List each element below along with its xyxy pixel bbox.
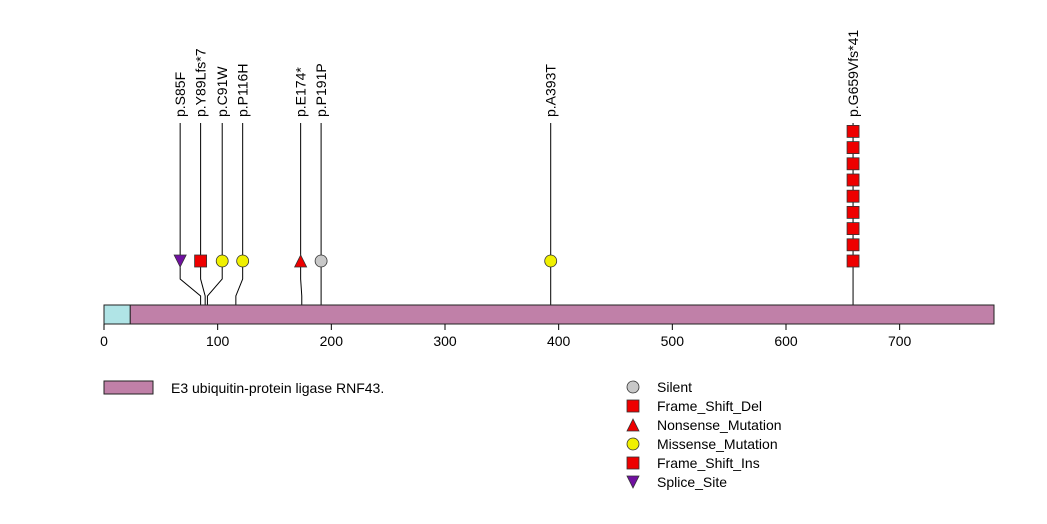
mutation-marker bbox=[846, 173, 860, 187]
legend-label: Missense_Mutation bbox=[657, 436, 778, 452]
mutation-label: p.Y89Lfs*7 bbox=[193, 48, 209, 117]
mutation-marker bbox=[846, 205, 860, 219]
mutation-marker bbox=[194, 254, 208, 268]
mutation-marker bbox=[846, 222, 860, 236]
mutation-stem bbox=[235, 123, 244, 305]
mutation-label: p.E174* bbox=[293, 67, 309, 117]
mutation-stem bbox=[200, 123, 206, 305]
legend-label: Nonsense_Mutation bbox=[657, 417, 782, 433]
mutation-marker bbox=[173, 254, 187, 268]
mutation-label: p.G659Vfs*41 bbox=[845, 30, 861, 117]
legend-marker bbox=[626, 418, 640, 432]
mutation-stem bbox=[179, 123, 202, 305]
legend-label: Silent bbox=[657, 379, 692, 395]
protein-track bbox=[103, 304, 995, 325]
mutation-marker bbox=[236, 254, 250, 268]
protein-domain bbox=[129, 304, 995, 325]
legend: E3 ubiquitin-protein ligase RNF43. Silent… bbox=[103, 379, 782, 490]
mutation-markers bbox=[173, 125, 860, 268]
mutation-stem bbox=[300, 123, 303, 305]
mutation-stems bbox=[179, 123, 854, 305]
x-tick-label: 300 bbox=[433, 333, 457, 349]
legend-marker bbox=[626, 380, 640, 394]
legend-marker bbox=[626, 475, 640, 489]
mutation-marker bbox=[846, 189, 860, 203]
mutation-marker bbox=[293, 254, 308, 268]
legend-label: Frame_Shift_Del bbox=[657, 398, 762, 414]
mutation-marker bbox=[846, 254, 860, 268]
x-tick-label: 100 bbox=[206, 333, 230, 349]
protein-domain bbox=[103, 304, 131, 325]
x-tick-label: 400 bbox=[547, 333, 571, 349]
mutation-label: p.P191P bbox=[313, 63, 329, 117]
mutation-label: p.C91W bbox=[214, 66, 230, 117]
legend-domain-label: E3 ubiquitin-protein ligase RNF43. bbox=[171, 380, 384, 396]
legend-marker bbox=[626, 399, 640, 413]
mutation-marker bbox=[846, 157, 860, 171]
legend-label: Splice_Site bbox=[657, 474, 727, 490]
mutation-labels: p.S85F p.Y89Lfs*7 p.C91W p.P116H p.E174* p.P1… bbox=[172, 30, 861, 117]
legend-marker bbox=[626, 437, 640, 451]
x-tick-label: 200 bbox=[320, 333, 344, 349]
x-axis: 0 100 200 300 400 500 600 700 bbox=[100, 324, 912, 349]
legend-domain-swatch bbox=[103, 380, 154, 395]
x-tick-label: 500 bbox=[661, 333, 685, 349]
x-tick-label: 600 bbox=[774, 333, 798, 349]
mutation-marker bbox=[846, 141, 860, 155]
mutation-label: p.A393T bbox=[543, 64, 559, 117]
mutation-marker bbox=[544, 254, 558, 268]
legend-label: Frame_Shift_Ins bbox=[657, 455, 760, 471]
mutation-marker bbox=[846, 238, 860, 252]
x-tick-label: 0 bbox=[100, 333, 108, 349]
mutation-marker bbox=[314, 254, 328, 268]
legend-marker bbox=[626, 456, 640, 470]
mutation-stem bbox=[206, 123, 223, 305]
mutation-marker bbox=[846, 125, 860, 138]
x-tick-label: 700 bbox=[888, 333, 912, 349]
mutation-label: p.P116H bbox=[235, 64, 251, 117]
mutation-marker bbox=[215, 254, 229, 268]
mutation-label: p.S85F bbox=[172, 72, 188, 117]
